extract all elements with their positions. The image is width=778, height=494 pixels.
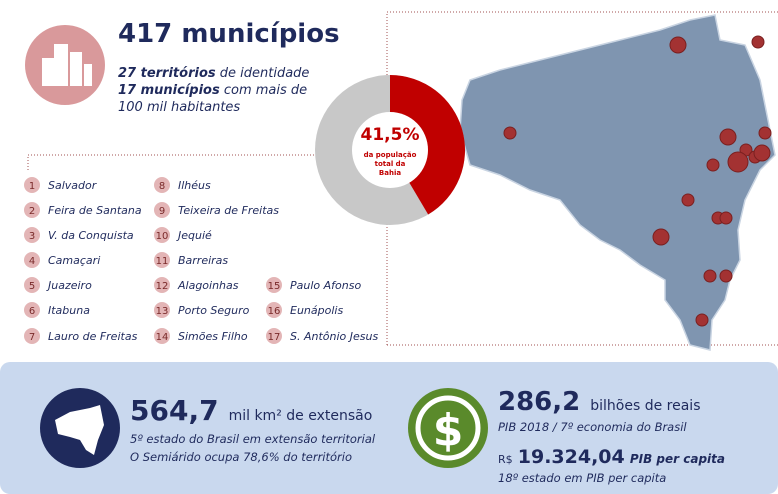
city-name: Eunápolis <box>290 304 343 317</box>
rank-number: 8 <box>159 181 165 192</box>
money-sign: $ <box>433 405 464 456</box>
rank-badge <box>24 302 40 318</box>
rank-badge <box>24 328 40 344</box>
rank-number: 3 <box>29 231 35 242</box>
city-name: S. Antônio Jesus <box>290 330 378 343</box>
city-name: Paulo Afonso <box>290 279 361 292</box>
rank-badge <box>154 202 170 218</box>
city-name: Simões Filho <box>178 330 248 343</box>
donut-hole <box>352 112 428 188</box>
city-name: Porto Seguro <box>178 304 250 317</box>
city-name: Alagoinhas <box>177 279 239 292</box>
city-name: Barreiras <box>178 254 228 267</box>
area-value: 564,7 mil km² de extensão <box>130 394 372 427</box>
rank-badge <box>154 277 170 293</box>
city-name: Juazeiro <box>46 279 92 292</box>
area-line: 5º estado do Brasil em extensão territor… <box>130 432 376 446</box>
donut-caption: da população <box>364 151 417 159</box>
rank-badge <box>154 227 170 243</box>
rank-badge <box>154 177 170 193</box>
gdp-per-capita: R$ 19.324,04 PIB per capita <box>498 446 725 468</box>
rank-badge <box>266 277 282 293</box>
city-name: Ilhéus <box>178 179 211 192</box>
donut-label: 41,5% <box>361 125 420 145</box>
bahia-map <box>459 14 776 351</box>
rank-number: 7 <box>29 332 35 343</box>
header-title: 417 municípios <box>118 19 340 49</box>
gdp-line: PIB 2018 / 7º economia do Brasil <box>498 420 687 434</box>
stats-panel <box>0 362 778 494</box>
rank-number: 11 <box>156 256 169 267</box>
list-frame <box>27 154 320 170</box>
rank-number: 5 <box>29 281 35 292</box>
rank-badge <box>266 328 282 344</box>
rank-number: 10 <box>156 231 169 242</box>
rank-badge <box>24 277 40 293</box>
rank-number: 14 <box>156 332 169 343</box>
rank-number: 2 <box>29 206 35 217</box>
rank-number: 17 <box>268 332 281 343</box>
money-ring <box>415 395 481 461</box>
state-shape <box>55 405 104 455</box>
city-name: Salvador <box>48 179 98 192</box>
header-line: 17 municípios com mais de <box>118 83 307 98</box>
area-line: O Semiárido ocupa 78,6% do território <box>130 450 352 464</box>
city-name: Teixeira de Freitas <box>178 204 279 217</box>
rank-badge <box>154 328 170 344</box>
donut-caption: Bahia <box>379 169 401 177</box>
rank-badge <box>154 252 170 268</box>
rank-number: 4 <box>29 256 35 267</box>
rank-number: 1 <box>29 181 35 192</box>
city-name: Lauro de Freitas <box>48 330 138 343</box>
buildings <box>42 44 92 86</box>
donut-caption: total da <box>375 160 406 168</box>
map-frame <box>386 11 778 345</box>
rank-number: 12 <box>156 281 169 292</box>
rank-badge <box>24 202 40 218</box>
rank-badge <box>266 302 282 318</box>
rank-number: 15 <box>268 281 281 292</box>
rank-badge <box>24 227 40 243</box>
city-name: Jequié <box>176 229 212 242</box>
city-markers <box>503 35 772 327</box>
rank-number: 9 <box>159 206 165 217</box>
rank-number: 16 <box>268 306 281 317</box>
city-list: 1 Salvador 2 Feira de Santana 3 V. da Conquis… <box>24 177 378 344</box>
rank-badge <box>24 177 40 193</box>
gdp-line: 18º estado em PIB per capita <box>498 471 666 485</box>
header-line: 100 mil habitantes <box>118 100 240 115</box>
header-line: 27 territórios de identidade <box>118 66 309 81</box>
city-name: Feira de Santana <box>48 204 142 217</box>
city-name: Camaçari <box>48 254 100 267</box>
city-name: V. da Conquista <box>48 229 134 242</box>
rank-badge <box>154 302 170 318</box>
rank-number: 13 <box>156 306 169 317</box>
rank-number: 6 <box>29 306 35 317</box>
gdp-value: 286,2 bilhões de reais <box>498 387 701 417</box>
city-name: Itabuna <box>48 304 90 317</box>
rank-badge <box>24 252 40 268</box>
